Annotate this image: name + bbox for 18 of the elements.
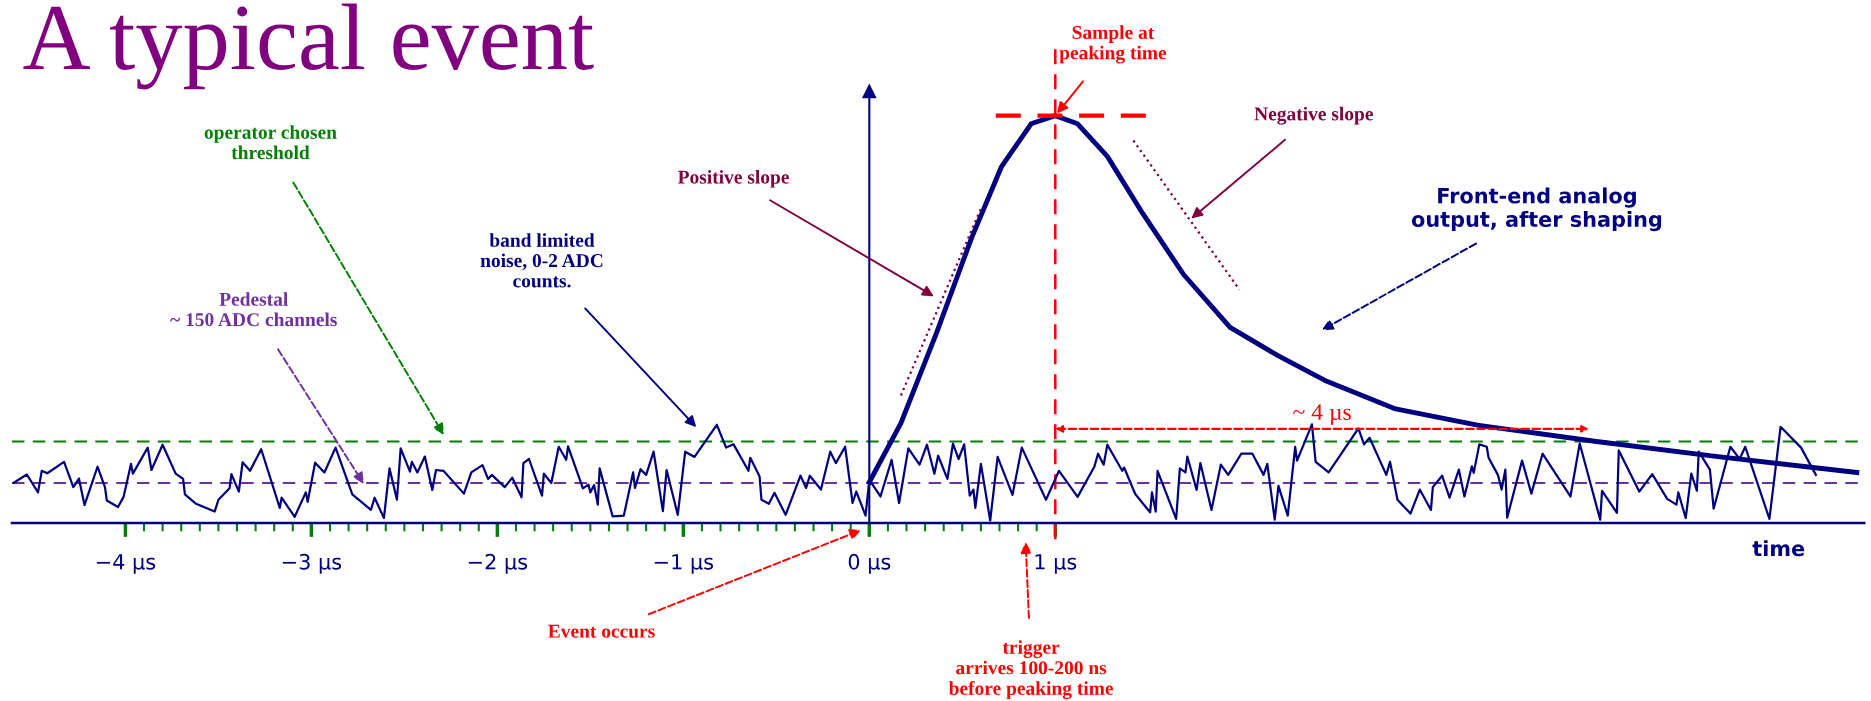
- annotation: Pedestal ~ 150 ADC channels: [170, 292, 337, 327]
- x-tick-label: 0 µs: [848, 553, 891, 574]
- annotation: operator chosen threshold: [204, 125, 337, 160]
- x-tick-label: −2 µs: [468, 553, 528, 574]
- x-tick-label: 1 µs: [1035, 554, 1077, 574]
- x-tick-label: −3 µs: [282, 553, 342, 574]
- annotation: ~ 4 µs: [1293, 404, 1351, 425]
- x-tick-label: −1 µs: [654, 554, 714, 574]
- annotation: Positive slope: [677, 169, 789, 188]
- annotation: Front-end analog output, after shaping: [1411, 187, 1662, 232]
- text: Event occurs: [548, 624, 655, 638]
- text: trigger arrives 100-200 ns before peaking time: [948, 640, 1114, 699]
- chart-title: A typical event: [23, 3, 594, 90]
- annotation: Negative slope: [1254, 106, 1373, 125]
- annotation: Sample at peaking time: [1059, 25, 1167, 64]
- annotation: band limited noise, 0-2 ADC counts.: [480, 233, 603, 288]
- x-tick-label: −4 µs: [96, 554, 156, 574]
- text: time: [1752, 540, 1805, 557]
